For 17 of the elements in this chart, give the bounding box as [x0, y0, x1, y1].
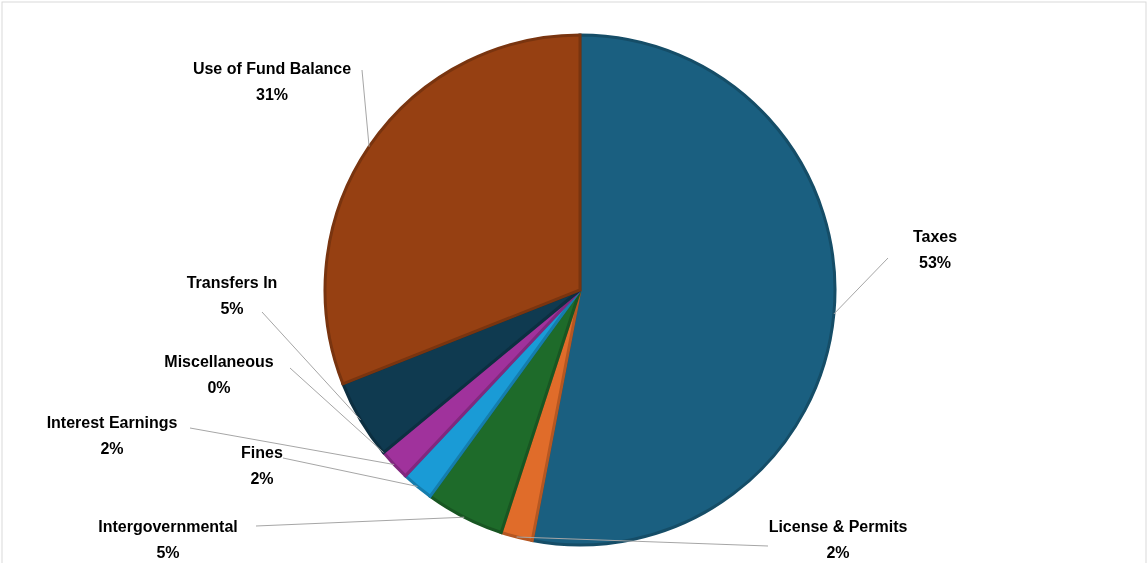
data-label: 2% [826, 544, 850, 561]
slice-label: Use of Fund Balance [192, 60, 352, 77]
slice-label: Fines [241, 444, 283, 461]
slice-label: Taxes [912, 228, 958, 245]
text: 0% [207, 379, 231, 396]
slice-label: Transfers In [186, 274, 278, 291]
slice-label: Interest Earnings [46, 414, 178, 431]
slice-label: Intergovernmental [98, 518, 238, 535]
pie-slice [341, 288, 582, 455]
data-label: 2% [100, 440, 124, 457]
slice-label: License & Permits [768, 518, 908, 535]
data-label: 5% [220, 300, 244, 317]
data-label: 31% [255, 86, 289, 103]
data-label: 5% [156, 544, 180, 561]
data-label: 53% [918, 254, 952, 271]
data-label: 2% [250, 470, 274, 487]
category-label: Miscellaneous [164, 353, 274, 370]
